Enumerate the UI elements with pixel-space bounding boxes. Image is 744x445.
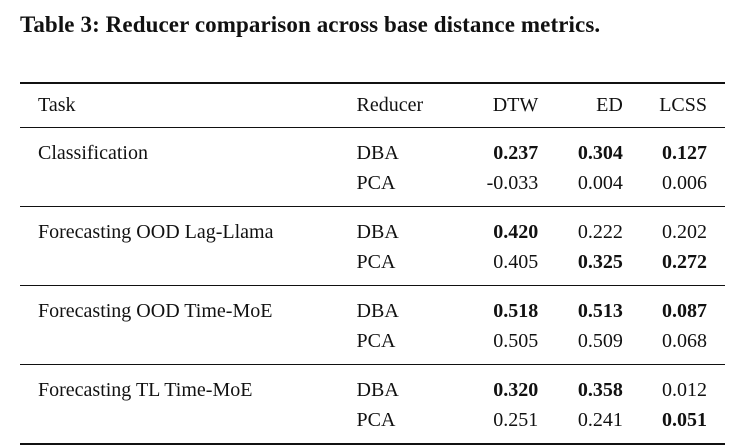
table-caption: Table 3: Reducer comparison across base … (20, 12, 601, 37)
reducer-cell: DBA (356, 299, 399, 322)
reducer-cell: PCA (356, 167, 452, 207)
dtw-cell: 0.420 (493, 220, 539, 243)
ed-cell: 0.004 (538, 167, 623, 207)
lcss-cell: 0.006 (622, 167, 725, 207)
header-lcss: LCSS (622, 82, 725, 128)
dtw-cell: 0.320 (493, 378, 539, 401)
ed-cell: 0.358 (577, 378, 623, 401)
table-row: Classification DBA 0.237 0.304 0.127 (20, 127, 725, 168)
dtw-cell: 0.251 (451, 404, 539, 445)
header-task: Task (20, 82, 357, 128)
reducer-cell: DBA (356, 220, 399, 243)
reducer-cell: DBA (356, 378, 399, 401)
table-row: Forecasting OOD Lag-Llama DBA 0.420 0.22… (20, 206, 725, 247)
lcss-cell: 0.012 (662, 378, 707, 401)
lcss-cell: 0.127 (662, 141, 707, 164)
header-ed: ED (538, 82, 623, 128)
reducer-cell: DBA (356, 141, 399, 164)
dtw-cell: 0.237 (493, 141, 539, 164)
task-cell: Forecasting TL Time-MoE (38, 378, 253, 401)
reducer-comparison-table: Task Reducer DTW ED LCSS Classification … (20, 82, 725, 445)
task-cell-empty (20, 325, 357, 365)
task-cell-empty (20, 246, 357, 286)
table-row: Forecasting TL Time-MoE DBA 0.320 0.358 … (20, 364, 725, 405)
dtw-cell: 0.505 (451, 325, 539, 365)
reducer-cell: PCA (356, 246, 452, 286)
dtw-cell: 0.405 (451, 246, 539, 286)
table-row: Forecasting OOD Time-MoE DBA 0.518 0.513… (20, 285, 725, 326)
lcss-cell: 0.202 (662, 220, 707, 243)
table-row: PCA 0.251 0.241 0.051 (20, 404, 725, 445)
ed-cell: 0.509 (538, 325, 623, 365)
lcss-cell: 0.272 (622, 246, 725, 286)
task-cell: Forecasting OOD Time-MoE (38, 299, 273, 322)
header-row: Task Reducer DTW ED LCSS (20, 82, 725, 128)
header-dtw: DTW (451, 82, 539, 128)
ed-cell: 0.304 (577, 141, 623, 164)
reducer-cell: PCA (356, 404, 452, 445)
ed-cell: 0.241 (538, 404, 623, 445)
lcss-cell: 0.051 (622, 404, 725, 445)
table-row: PCA 0.505 0.509 0.068 (20, 325, 725, 365)
lcss-cell: 0.068 (622, 325, 725, 365)
reducer-cell: PCA (356, 325, 452, 365)
lcss-cell: 0.087 (662, 299, 707, 322)
task-cell-empty (20, 404, 357, 445)
ed-cell: 0.513 (577, 299, 623, 322)
table-row: PCA -0.033 0.004 0.006 (20, 167, 725, 207)
ed-cell: 0.222 (577, 220, 623, 243)
dtw-cell: -0.033 (451, 167, 539, 207)
table-row: PCA 0.405 0.325 0.272 (20, 246, 725, 286)
task-cell: Forecasting OOD Lag-Llama (38, 220, 274, 243)
task-cell: Classification (38, 141, 148, 164)
dtw-cell: 0.518 (493, 299, 539, 322)
ed-cell: 0.325 (538, 246, 623, 286)
header-reducer: Reducer (356, 82, 452, 128)
task-cell-empty (20, 167, 357, 207)
